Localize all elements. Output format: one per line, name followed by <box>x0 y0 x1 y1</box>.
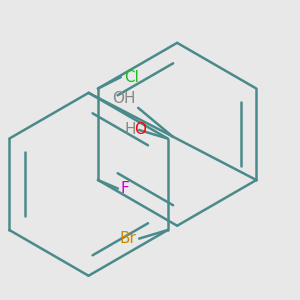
Text: OH: OH <box>112 92 135 106</box>
Text: Br: Br <box>119 231 136 246</box>
Text: O: O <box>134 122 146 137</box>
Text: H: H <box>125 122 136 137</box>
Text: F: F <box>121 181 130 196</box>
Text: Cl: Cl <box>124 70 139 85</box>
